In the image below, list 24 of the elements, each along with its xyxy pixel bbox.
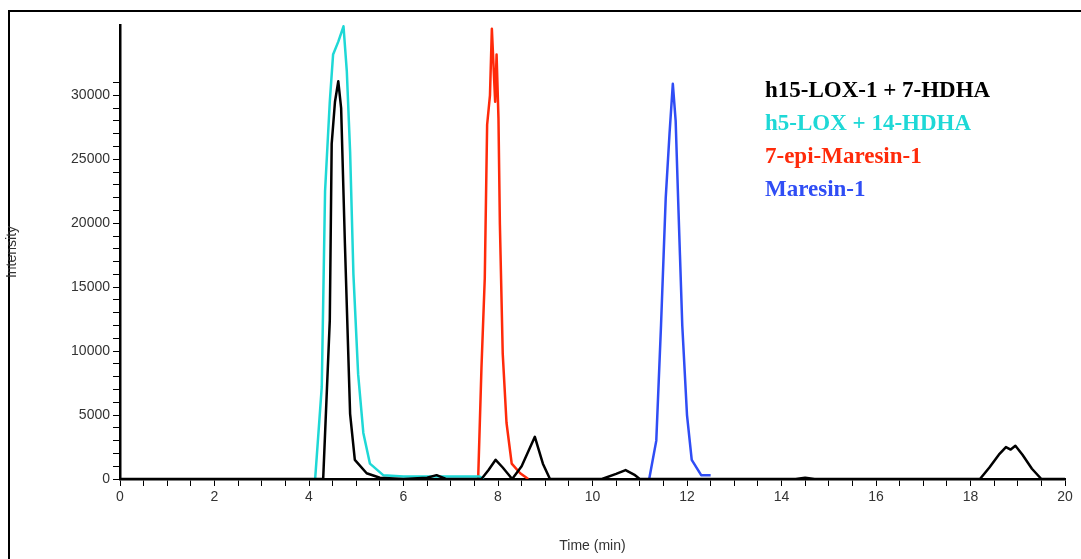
x-tick-label: 4 xyxy=(305,488,314,505)
x-tick-label: 2 xyxy=(210,488,219,505)
y-tick-label: 15000 xyxy=(71,278,111,295)
y-tick-label: 25000 xyxy=(71,150,111,167)
text: h5-LOX + 14-HDHA xyxy=(765,109,972,135)
y-tick-label: 20000 xyxy=(71,214,111,231)
x-tick-label: 20 xyxy=(1057,488,1073,505)
x-tick-label: 12 xyxy=(679,488,695,505)
y-tick-label: 10000 xyxy=(71,341,111,358)
x-tick-label: 18 xyxy=(962,488,979,505)
y-tick-label: 30000 xyxy=(71,86,111,103)
text: h15-LOX-1 + 7-HDHA xyxy=(765,76,991,102)
y-tick-label: 0 xyxy=(102,469,111,486)
x-tick-label: 16 xyxy=(868,488,884,505)
x-tick-label: 8 xyxy=(494,488,503,505)
x-tick-label: 10 xyxy=(584,488,601,505)
text: 7-epi-Maresin-1 xyxy=(765,142,922,168)
y-axis-title: Intensity xyxy=(3,225,20,279)
text: Maresin-1 xyxy=(765,175,866,201)
x-tick-label: 0 xyxy=(116,488,125,505)
x-tick-label: 14 xyxy=(773,488,790,505)
x-tick-label: 6 xyxy=(399,488,408,505)
y-tick-label: 5000 xyxy=(78,405,111,422)
x-axis-title: Time (min) xyxy=(559,537,626,554)
